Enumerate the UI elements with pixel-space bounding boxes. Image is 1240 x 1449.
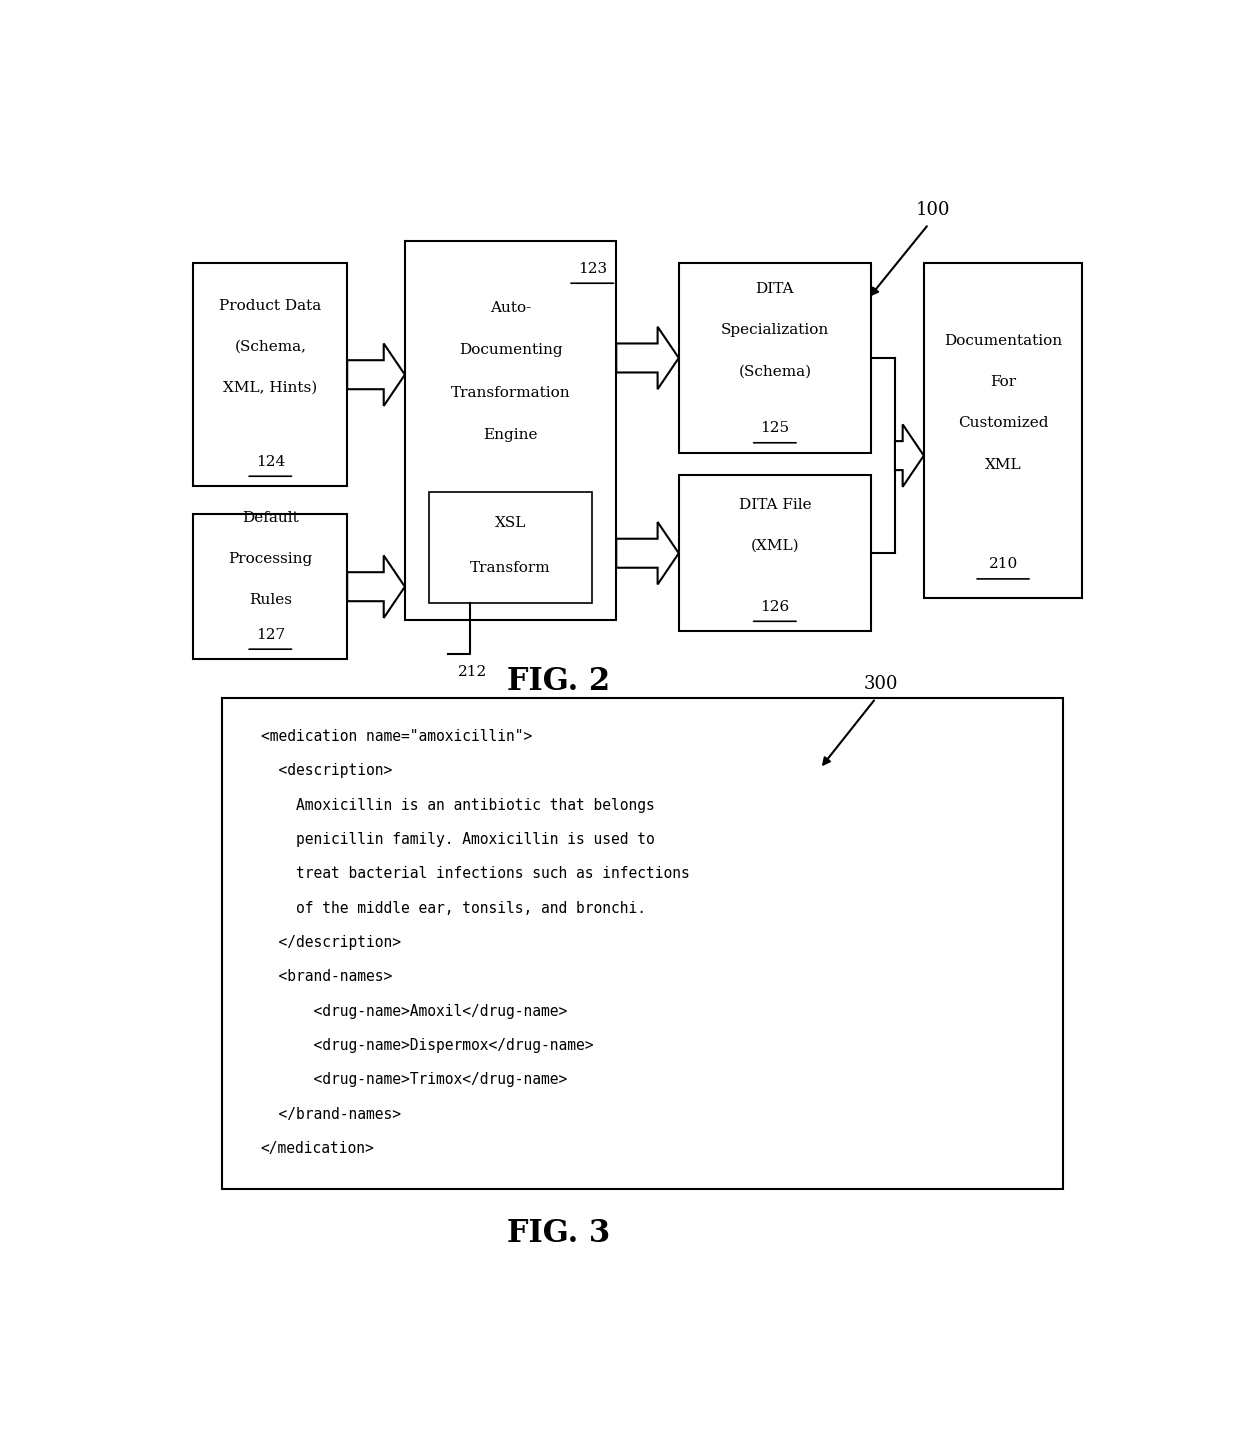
Polygon shape [347,343,404,406]
Text: Processing: Processing [228,552,312,565]
Text: FIG. 2: FIG. 2 [507,667,610,697]
Text: XML, Hints): XML, Hints) [223,381,317,396]
FancyBboxPatch shape [924,264,1083,598]
Text: XSL: XSL [495,516,526,530]
Text: Transform: Transform [470,561,551,575]
Text: <drug-name>Dispermox</drug-name>: <drug-name>Dispermox</drug-name> [260,1037,593,1053]
Text: 125: 125 [760,422,790,435]
Text: Transformation: Transformation [451,385,570,400]
Text: 210: 210 [988,558,1018,571]
Text: 212: 212 [458,665,487,678]
FancyBboxPatch shape [429,491,593,603]
FancyBboxPatch shape [193,264,347,487]
Polygon shape [616,326,678,390]
Text: of the middle ear, tonsils, and bronchi.: of the middle ear, tonsils, and bronchi. [260,901,646,916]
Text: penicillin family. Amoxicillin is used to: penicillin family. Amoxicillin is used t… [260,832,655,848]
Text: (XML): (XML) [750,539,799,554]
FancyBboxPatch shape [678,264,870,452]
Text: DITA File: DITA File [739,497,811,511]
FancyBboxPatch shape [193,514,347,659]
Text: Auto-: Auto- [490,301,531,314]
Text: </brand-names>: </brand-names> [260,1107,401,1122]
FancyBboxPatch shape [222,698,1063,1190]
Text: <drug-name>Amoxil</drug-name>: <drug-name>Amoxil</drug-name> [260,1004,567,1019]
FancyBboxPatch shape [404,241,616,620]
Text: 100: 100 [916,200,951,219]
Text: Documenting: Documenting [459,343,563,356]
Text: 127: 127 [255,627,285,642]
Text: Rules: Rules [249,593,291,607]
Text: treat bacterial infections such as infections: treat bacterial infections such as infec… [260,867,689,881]
Text: DITA: DITA [755,281,794,296]
Text: Customized: Customized [957,416,1048,430]
Text: (Schema,: (Schema, [234,341,306,354]
Text: XML: XML [985,458,1022,471]
Polygon shape [347,555,404,617]
Polygon shape [616,522,678,584]
Text: For: For [990,375,1016,388]
Text: <description>: <description> [260,764,392,778]
FancyBboxPatch shape [678,475,870,632]
Text: <brand-names>: <brand-names> [260,969,392,984]
Polygon shape [895,425,924,487]
Text: 123: 123 [578,262,606,275]
Text: Product Data: Product Data [219,298,321,313]
Text: (Schema): (Schema) [738,364,811,378]
Text: <medication name="amoxicillin">: <medication name="amoxicillin"> [260,729,532,743]
Text: Engine: Engine [484,427,538,442]
Text: <drug-name>Trimox</drug-name>: <drug-name>Trimox</drug-name> [260,1072,567,1087]
Text: Default: Default [242,510,299,525]
Text: Documentation: Documentation [944,333,1063,348]
Text: FIG. 3: FIG. 3 [507,1219,610,1249]
Text: 126: 126 [760,600,790,614]
Text: </description>: </description> [260,935,401,951]
Text: </medication>: </medication> [260,1140,374,1156]
Text: Specialization: Specialization [720,323,830,338]
Text: 300: 300 [863,675,898,693]
Text: Amoxicillin is an antibiotic that belongs: Amoxicillin is an antibiotic that belong… [260,798,655,813]
Text: 124: 124 [255,455,285,468]
